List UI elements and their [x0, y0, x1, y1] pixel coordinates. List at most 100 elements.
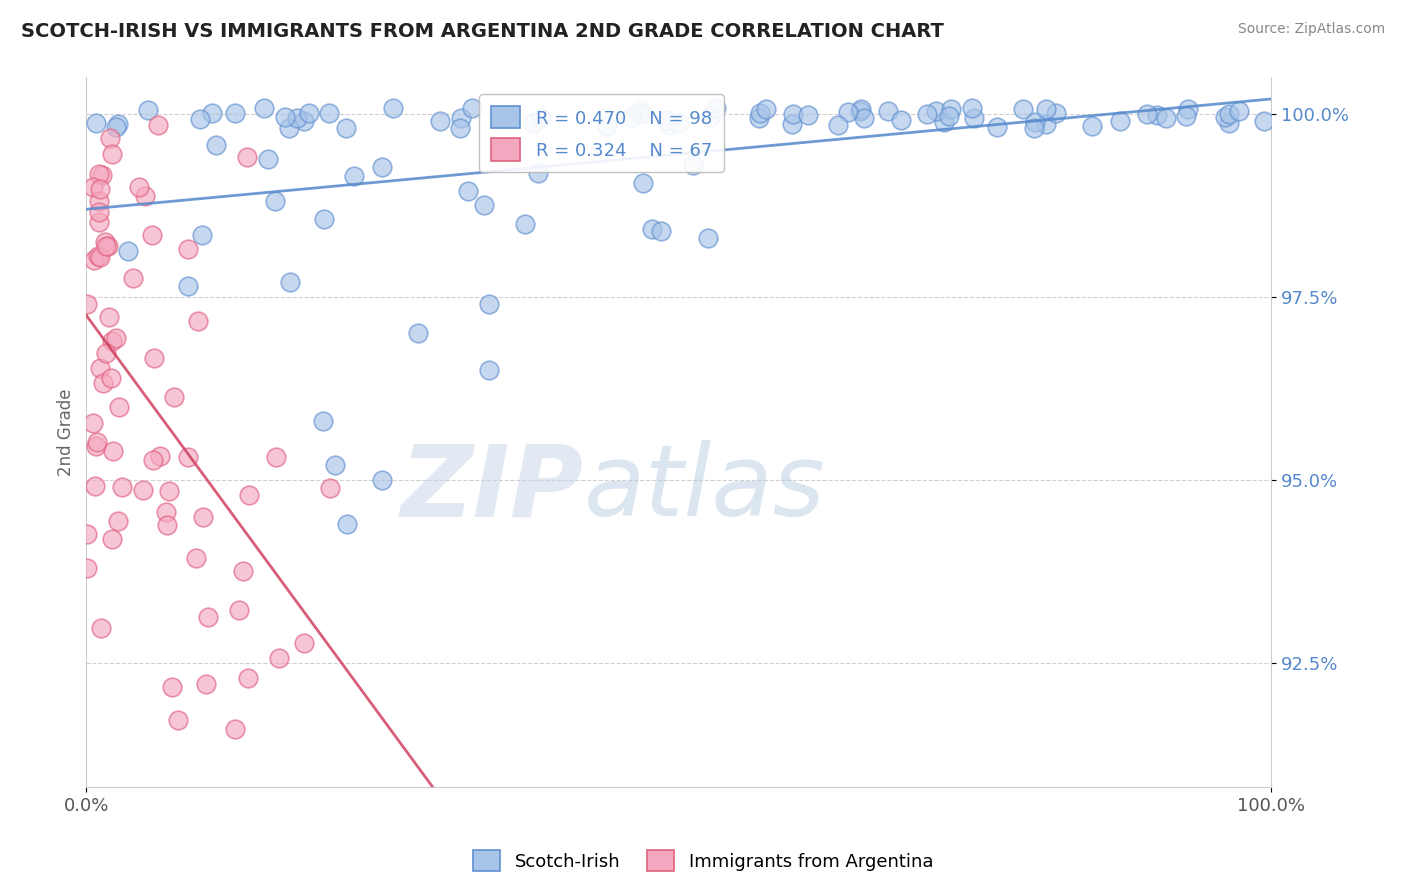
Point	[117, 244, 139, 259]
Point	[188, 112, 211, 126]
Point	[82, 179, 104, 194]
Point	[141, 228, 163, 243]
Point	[97, 239, 120, 253]
Point	[177, 450, 200, 464]
Text: Source: ZipAtlas.com: Source: ZipAtlas.com	[1237, 22, 1385, 37]
Point	[526, 166, 548, 180]
Point	[1177, 102, 1199, 116]
Point	[890, 112, 912, 127]
Point	[163, 390, 186, 404]
Point	[177, 242, 200, 256]
Point	[699, 111, 721, 125]
Point	[522, 116, 544, 130]
Point	[1012, 102, 1035, 116]
Point	[86, 434, 108, 449]
Point	[650, 224, 672, 238]
Point	[668, 116, 690, 130]
Point	[136, 103, 159, 117]
Point	[748, 106, 770, 120]
Point	[877, 103, 900, 118]
Point	[960, 101, 983, 115]
Point	[84, 439, 107, 453]
Point	[87, 215, 110, 229]
Point	[925, 104, 948, 119]
Point	[530, 112, 553, 126]
Point	[110, 480, 132, 494]
Point	[1035, 102, 1057, 116]
Point	[104, 120, 127, 134]
Point	[76, 527, 98, 541]
Point	[149, 449, 172, 463]
Point	[915, 106, 938, 120]
Point	[103, 443, 125, 458]
Point	[157, 483, 180, 498]
Point	[318, 106, 340, 120]
Point	[697, 230, 720, 244]
Point	[849, 102, 872, 116]
Point	[98, 130, 121, 145]
Point	[82, 416, 104, 430]
Point	[450, 111, 472, 125]
Point	[238, 488, 260, 502]
Point	[224, 722, 246, 736]
Point	[755, 102, 778, 116]
Point	[266, 450, 288, 464]
Point	[631, 176, 654, 190]
Point	[1080, 120, 1102, 134]
Point	[121, 271, 143, 285]
Point	[267, 651, 290, 665]
Point	[1108, 114, 1130, 128]
Point	[146, 118, 169, 132]
Point	[132, 483, 155, 497]
Point	[932, 115, 955, 129]
Point	[292, 636, 315, 650]
Point	[89, 204, 111, 219]
Point	[1045, 106, 1067, 120]
Point	[1213, 110, 1236, 124]
Point	[323, 458, 346, 472]
Point	[191, 227, 214, 242]
Point	[939, 102, 962, 116]
Point	[228, 603, 250, 617]
Point	[628, 103, 651, 117]
Point	[253, 101, 276, 115]
Point	[655, 112, 678, 127]
Point	[162, 680, 184, 694]
Point	[312, 414, 335, 428]
Point	[86, 249, 108, 263]
Point	[89, 251, 111, 265]
Point	[1154, 111, 1177, 125]
Point	[343, 169, 366, 183]
Point	[108, 401, 131, 415]
Point	[278, 275, 301, 289]
Point	[224, 105, 246, 120]
Point	[93, 235, 115, 249]
Point	[83, 253, 105, 268]
Point	[406, 326, 429, 341]
Point	[100, 371, 122, 385]
Point	[1035, 117, 1057, 131]
Point	[194, 677, 217, 691]
Point	[1024, 115, 1046, 129]
Point	[853, 111, 876, 125]
Point	[478, 363, 501, 377]
Point	[91, 168, 114, 182]
Point	[682, 158, 704, 172]
Point	[748, 111, 770, 125]
Point	[177, 279, 200, 293]
Y-axis label: 2nd Grade: 2nd Grade	[58, 388, 75, 476]
Point	[238, 671, 260, 685]
Point	[474, 198, 496, 212]
Text: ZIP: ZIP	[401, 441, 583, 537]
Point	[429, 113, 451, 128]
Point	[134, 188, 156, 202]
Point	[641, 222, 664, 236]
Point	[849, 104, 872, 119]
Point	[449, 120, 471, 135]
Text: atlas: atlas	[583, 441, 825, 537]
Point	[94, 239, 117, 253]
Point	[101, 532, 124, 546]
Point	[97, 310, 120, 325]
Point	[184, 551, 207, 566]
Point	[201, 105, 224, 120]
